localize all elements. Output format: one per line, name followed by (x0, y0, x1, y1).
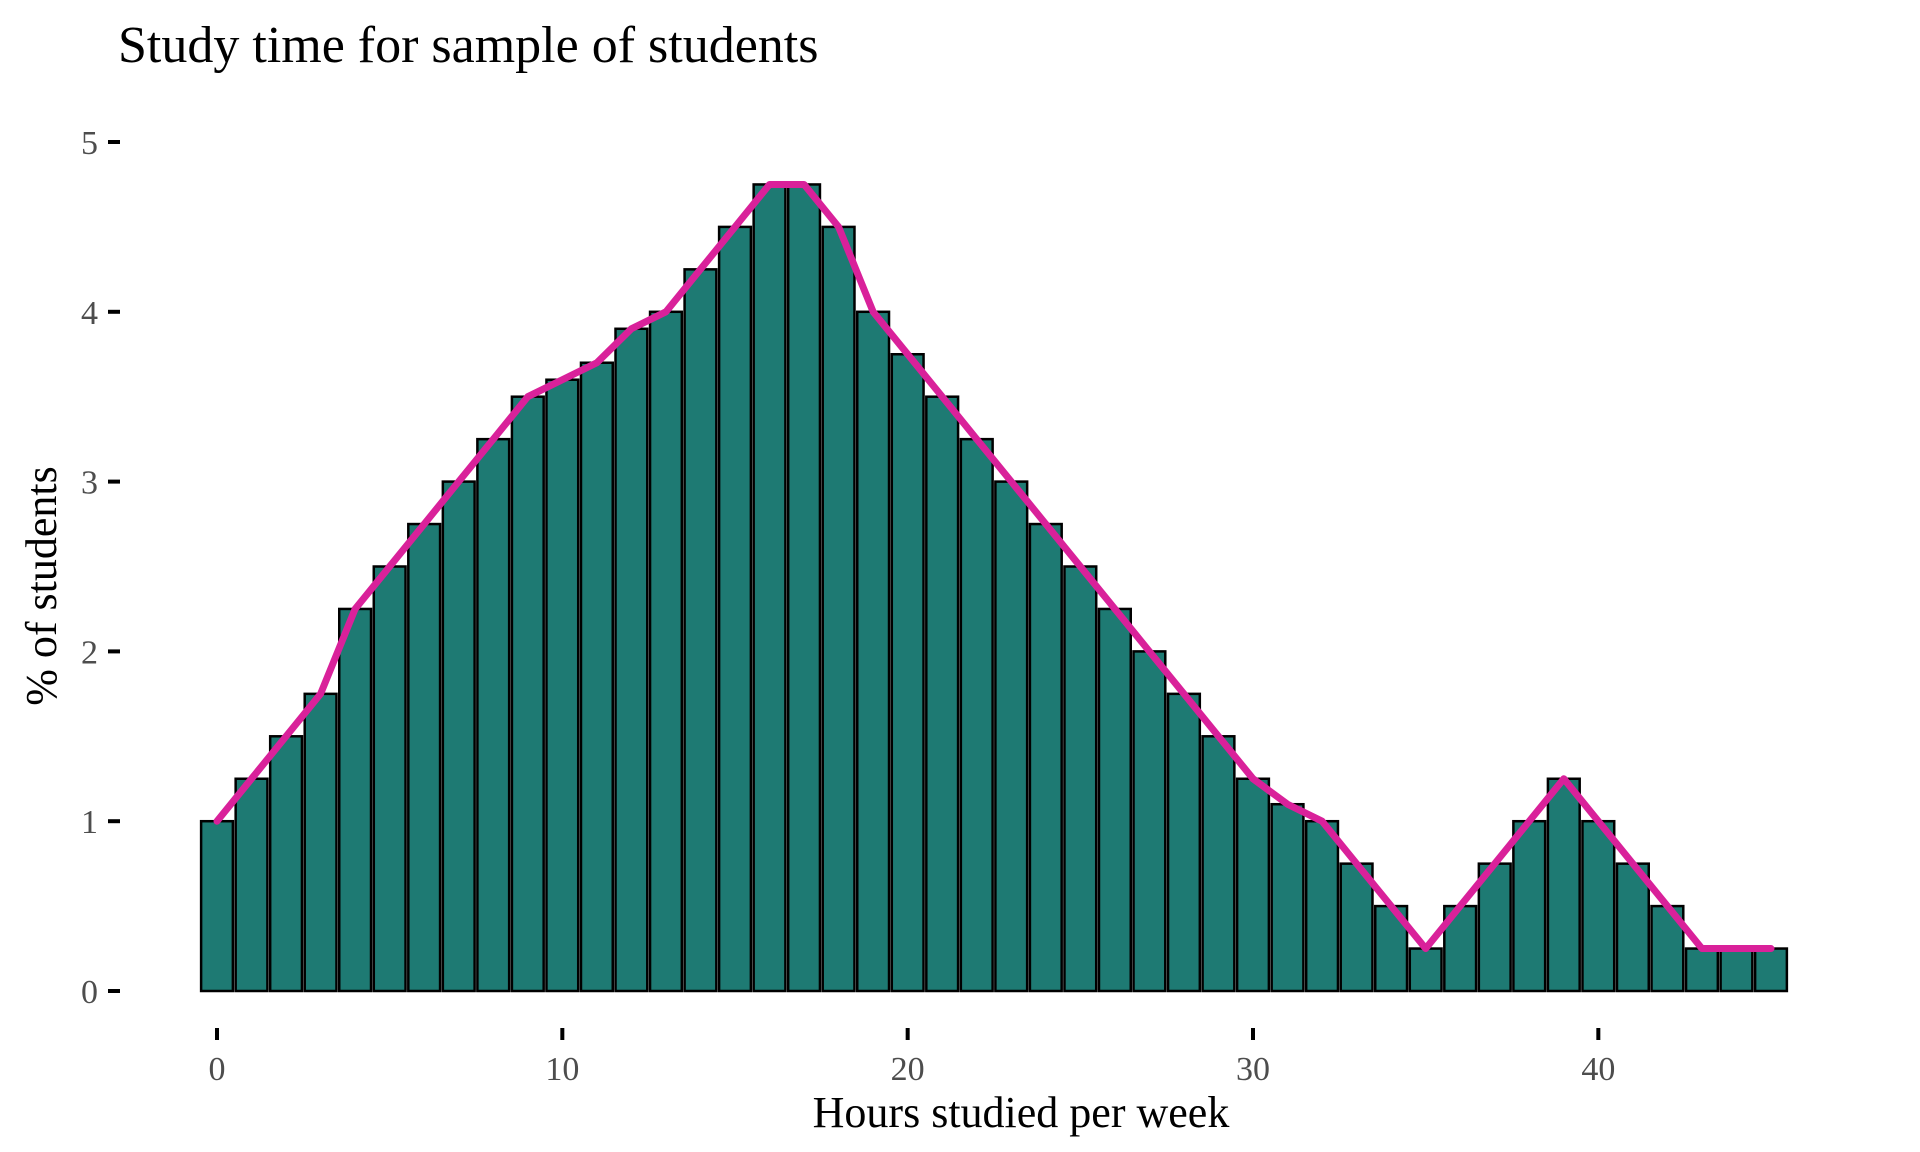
histogram-bar (268, 735, 304, 993)
histogram-bar (890, 353, 925, 993)
histogram-bar (1581, 819, 1616, 993)
histogram-bar (994, 480, 1029, 993)
histogram-bar (510, 395, 545, 993)
chart-title: Study time for sample of students (118, 17, 818, 74)
histogram-bar (1719, 947, 1754, 993)
histogram-bar (1132, 650, 1167, 993)
histogram-bar (199, 819, 235, 993)
histogram-bar (1546, 777, 1581, 993)
y-tick-label: 3 (81, 465, 98, 502)
histogram-bar (441, 480, 476, 993)
histogram-bar (1339, 862, 1374, 993)
histogram-bar (959, 437, 994, 993)
histogram-bar (683, 268, 718, 993)
histogram-bar (1477, 862, 1512, 993)
y-tick-label: 4 (81, 295, 98, 332)
histogram-bar (476, 437, 511, 993)
histogram-bar (1166, 692, 1202, 993)
y-tick-label: 2 (81, 634, 98, 671)
histogram-bar (821, 225, 856, 993)
bars-group (199, 183, 1789, 993)
histogram-bar (856, 310, 891, 993)
histogram-bar (372, 565, 407, 993)
histogram-bar (1201, 735, 1236, 993)
histogram-bar (1304, 819, 1340, 993)
histogram-bar (545, 378, 580, 993)
histogram-bar (407, 522, 442, 993)
histogram-bar (717, 225, 753, 993)
histogram-bar (338, 607, 373, 993)
x-tick-label: 30 (1236, 1051, 1270, 1088)
histogram-bar (1512, 819, 1547, 993)
histogram-bar (1408, 947, 1443, 993)
histogram-bar (1063, 565, 1098, 993)
histogram-bar (925, 395, 960, 993)
y-tick-label: 1 (81, 804, 98, 841)
histogram-bar (1235, 777, 1271, 993)
y-axis: 0 1 2 3 4 5 (81, 125, 120, 1011)
x-axis: 0 10 20 30 40 (209, 1028, 1615, 1088)
y-axis-title: % of students (17, 466, 66, 706)
x-axis-title: Hours studied per week (813, 1088, 1230, 1137)
histogram-bar (1684, 947, 1720, 993)
histogram-bar (786, 183, 822, 993)
histogram-bar (1270, 802, 1305, 993)
histogram-bar (614, 327, 649, 993)
x-tick-label: 0 (209, 1051, 226, 1088)
x-tick-label: 10 (545, 1051, 579, 1088)
histogram-bar (303, 692, 338, 993)
histogram-bar (1753, 947, 1789, 993)
histogram-bar (1097, 607, 1132, 993)
histogram-bar (234, 777, 269, 993)
x-tick-label: 20 (891, 1051, 925, 1088)
x-tick-label: 40 (1581, 1051, 1615, 1088)
density-line (213, 180, 1775, 953)
y-tick-label: 0 (81, 974, 98, 1011)
histogram-bar (648, 310, 684, 993)
histogram-bar (752, 183, 787, 993)
histogram-bar (1028, 522, 1063, 993)
histogram-bar (1615, 862, 1650, 993)
y-tick-label: 5 (81, 125, 98, 162)
histogram-bar (579, 361, 614, 993)
density-line-group (213, 180, 1775, 953)
